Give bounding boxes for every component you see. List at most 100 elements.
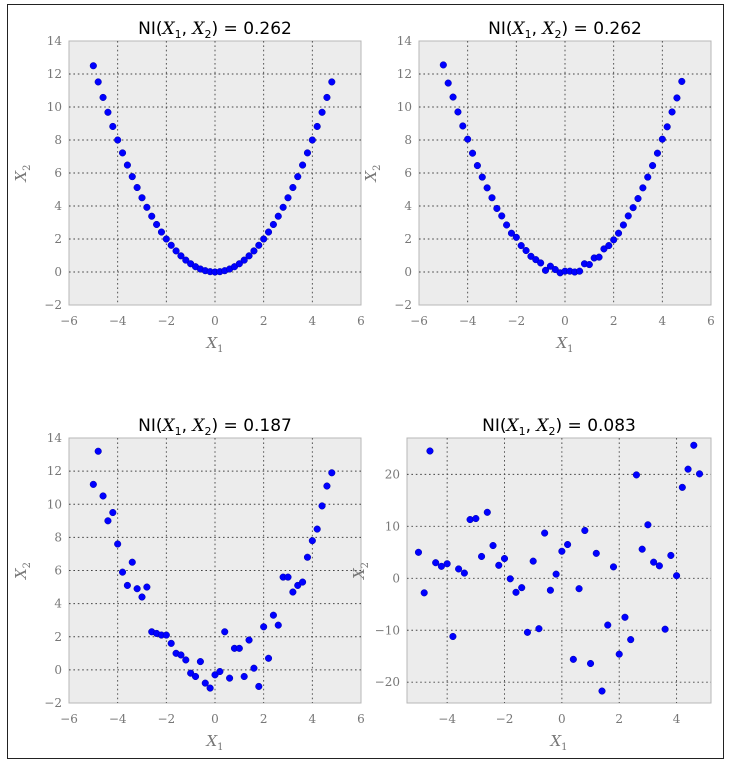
subplot-3: −6 −4 −2 0 2 4 6 −2 0 2 4 6 8 10 12 14 NI(X1, X2) = 0.18…: [12, 416, 365, 753]
data-point: [535, 625, 543, 633]
data-point: [221, 628, 229, 636]
y-tick-label: −2: [44, 298, 62, 312]
data-point: [153, 220, 161, 229]
x-tick-label: 6: [357, 314, 365, 328]
y-tick-label: 10: [47, 497, 62, 511]
y-tick-label: 4: [404, 199, 412, 213]
x-tick-label: −2: [157, 712, 175, 726]
data-point: [444, 79, 452, 87]
data-point: [690, 441, 698, 449]
data-point: [518, 584, 526, 592]
data-point: [460, 569, 468, 577]
data-point: [226, 674, 234, 682]
data-point: [133, 183, 141, 192]
data-point: [284, 573, 292, 581]
x-tick-label: −4: [109, 712, 127, 726]
data-point: [498, 212, 506, 220]
data-point: [245, 252, 253, 260]
data-point: [123, 581, 131, 589]
subplot-2: −6 −4 −2 0 2 4 6 −2 0 2 4 6 8 10 12 14 NI(X1, X2) = 0.26…: [362, 19, 715, 355]
y-tick-label: 12: [397, 67, 412, 81]
x-tick-label: −4: [109, 314, 127, 328]
data-point: [678, 483, 686, 491]
data-point: [323, 93, 331, 101]
data-point: [94, 447, 102, 455]
data-point: [313, 122, 321, 131]
y-tick-label: 0: [404, 265, 412, 279]
data-point: [187, 669, 195, 677]
data-point: [114, 540, 122, 548]
data-point: [128, 558, 136, 566]
data-point: [658, 135, 666, 143]
y-tick-label: 6: [404, 166, 412, 180]
data-point: [454, 108, 462, 116]
data-point: [512, 233, 520, 241]
data-point: [598, 687, 606, 695]
y-tick-label: 20: [385, 467, 400, 481]
data-point: [143, 203, 151, 211]
data-point: [575, 585, 583, 593]
data-point: [632, 471, 640, 479]
data-point: [109, 122, 117, 131]
data-point: [426, 447, 434, 455]
data-point: [695, 470, 704, 478]
data-point: [289, 588, 297, 596]
data-point: [532, 256, 540, 264]
x-tick-label: 2: [610, 314, 618, 328]
x-tick-label: 0: [558, 712, 566, 726]
data-point: [250, 247, 258, 255]
y-tick-label: 14: [47, 431, 63, 445]
data-point: [177, 651, 185, 659]
data-point: [240, 256, 248, 264]
y-tick-label: 10: [397, 100, 412, 114]
data-point: [128, 173, 136, 181]
data-point: [551, 265, 559, 274]
x-tick-label: 6: [707, 314, 715, 328]
x-axis-label: X1: [555, 334, 573, 355]
y-tick-label: 10: [47, 100, 62, 114]
data-point: [138, 194, 146, 202]
data-point: [89, 480, 97, 488]
data-point: [449, 632, 457, 641]
data-point: [517, 242, 525, 250]
y-tick-label: 8: [54, 530, 62, 544]
data-point: [177, 252, 185, 260]
data-point: [592, 549, 600, 557]
data-point: [667, 551, 675, 559]
x-tick-label: 6: [357, 712, 365, 726]
y-tick-label: 8: [404, 133, 412, 147]
data-point: [649, 162, 657, 170]
y-tick-label: −20: [375, 675, 400, 689]
x-tick-label: 4: [309, 712, 317, 726]
data-point: [609, 563, 618, 571]
data-point: [172, 247, 180, 255]
data-point: [196, 658, 204, 666]
y-axis-label: X2: [362, 164, 383, 182]
data-point: [255, 682, 263, 690]
x-axis-label: X1: [205, 334, 223, 355]
data-point: [294, 581, 302, 589]
data-point: [468, 149, 477, 157]
data-point: [99, 492, 107, 500]
data-point: [684, 465, 692, 473]
data-point: [529, 557, 537, 565]
data-point: [414, 548, 423, 556]
data-point: [552, 570, 560, 578]
x-tick-label: 4: [673, 712, 681, 726]
data-point: [162, 631, 170, 639]
x-tick-label: 2: [260, 314, 268, 328]
data-point: [488, 194, 496, 202]
data-point: [255, 241, 263, 249]
data-point: [118, 149, 127, 157]
data-point: [493, 204, 501, 213]
data-point: [449, 93, 457, 101]
data-point: [191, 672, 200, 681]
data-point: [546, 262, 554, 270]
y-axis-label: X2: [12, 562, 33, 580]
data-point: [299, 578, 307, 586]
data-point: [89, 62, 97, 70]
data-point: [269, 611, 277, 619]
data-point: [586, 659, 595, 668]
data-point: [308, 136, 316, 144]
